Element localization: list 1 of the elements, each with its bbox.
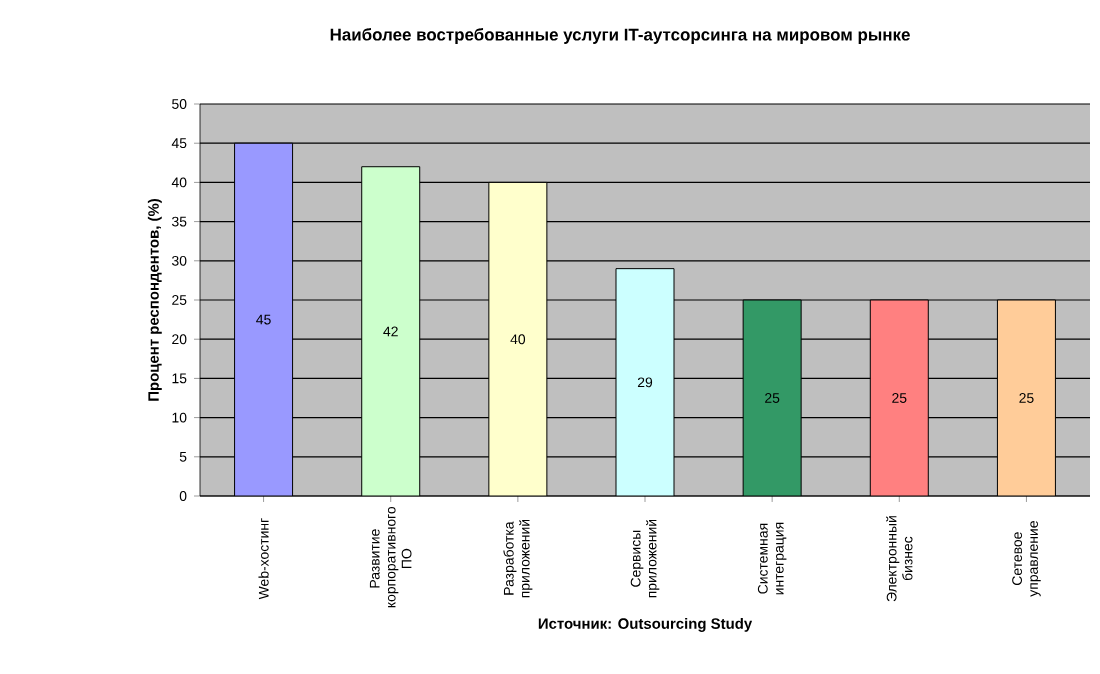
chart-title: Наиболее востребованные услуги IT-аутсорсинга на мировом рынке — [330, 28, 910, 44]
